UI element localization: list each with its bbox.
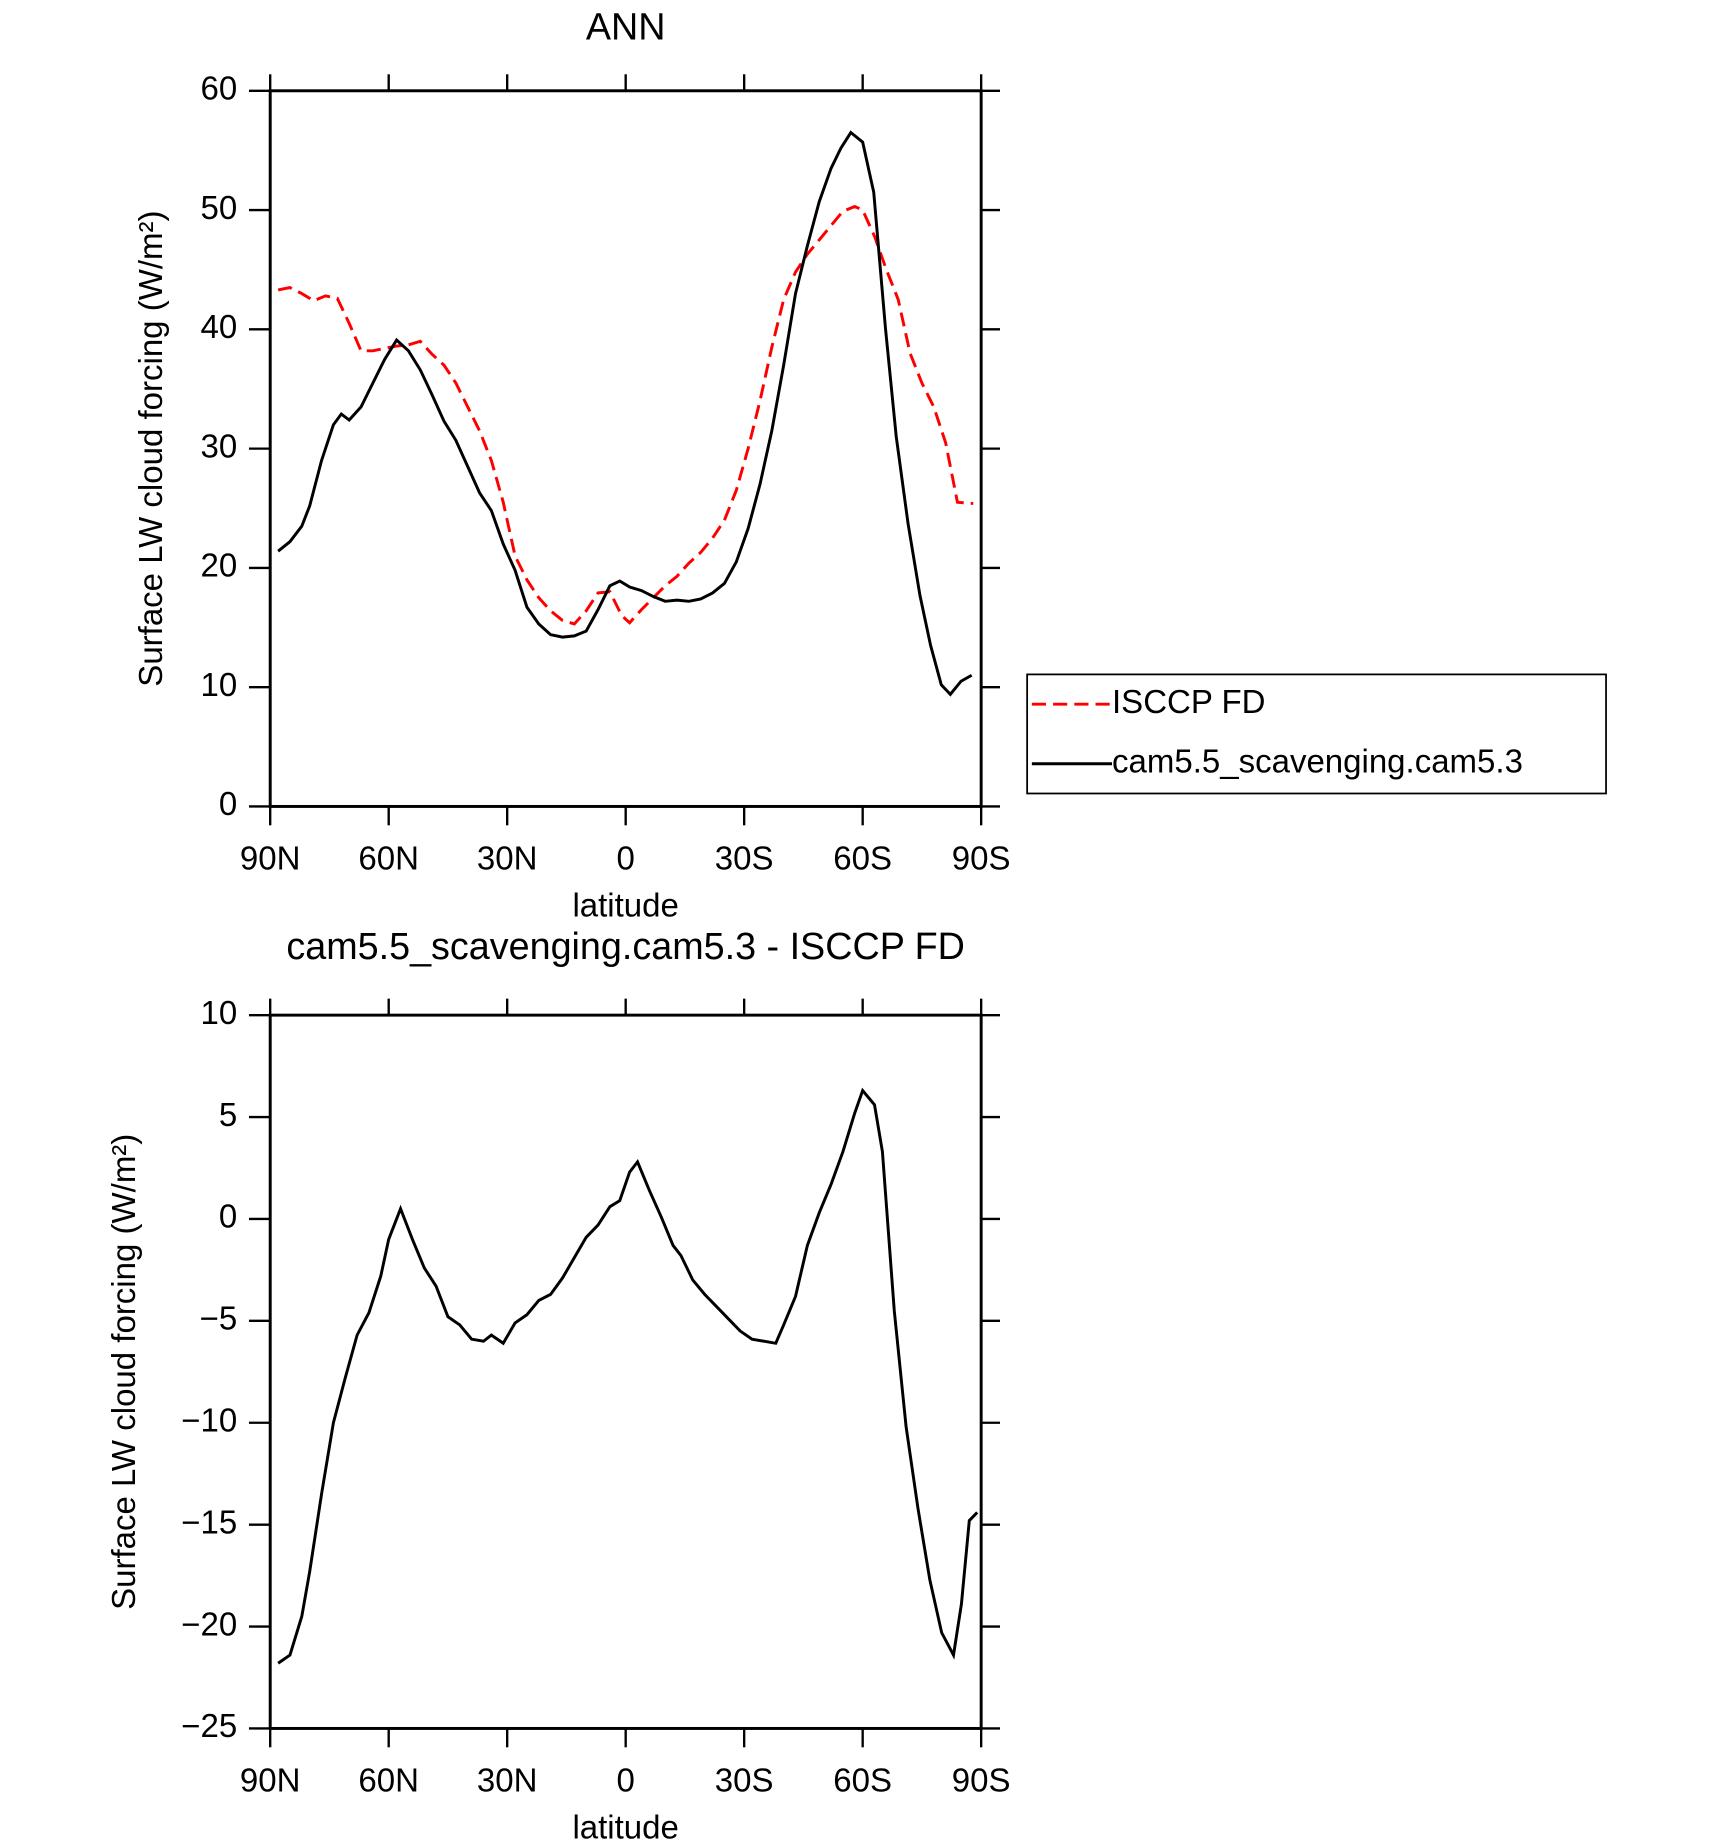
legend-box [1026,673,1607,795]
x-tick-label: 30N [477,839,538,876]
y-tick-label: −15 [181,1503,237,1540]
x-tick-label: 60N [358,1761,419,1798]
plot-frame [268,89,983,808]
x-tick-label: 60S [833,1761,892,1798]
y-tick-label: −10 [181,1401,237,1438]
y-tick-label: −20 [181,1605,237,1642]
chart-title: ANN [586,5,666,47]
data-line [277,130,973,697]
data-line [277,1087,979,1665]
y-tick-label: 0 [219,785,237,822]
x-tick-label: 0 [616,839,634,876]
x-tick-label: 90S [952,1761,1011,1798]
plot-frame [268,1013,983,1730]
x-tick-label: 90S [952,839,1011,876]
x-axis-label: latitude [572,887,678,924]
x-tick-label: 90N [240,1761,301,1798]
y-axis-label: Surface LW cloud forcing (W/m²) [105,1134,142,1610]
y-tick-label: 30 [200,427,237,464]
legend-label: cam5.5_scavenging.cam5.3 [1112,742,1523,779]
y-tick-label: 50 [200,189,237,226]
y-tick-label: 10 [200,994,237,1031]
y-axis-label: Surface LW cloud forcing (W/m²) [132,211,169,687]
x-tick-label: 0 [616,1761,634,1798]
data-line [277,204,974,626]
y-tick-label: 5 [219,1096,237,1133]
x-tick-label: 60N [358,839,419,876]
x-tick-label: 30S [715,839,774,876]
chart-title: cam5.5_scavenging.cam5.3 - ISCCP FD [286,925,965,967]
y-tick-label: 20 [200,547,237,584]
y-tick-label: 40 [200,308,237,345]
x-tick-label: 60S [833,839,892,876]
x-axis-label: latitude [572,1809,678,1844]
x-tick-label: 30N [477,1761,538,1798]
y-tick-label: −25 [181,1707,237,1744]
legend-label: ISCCP FD [1112,683,1265,720]
y-tick-label: 60 [200,70,237,107]
y-tick-label: −5 [200,1300,238,1337]
y-tick-label: 0 [219,1198,237,1235]
y-tick-label: 10 [200,666,237,703]
x-tick-label: 30S [715,1761,774,1798]
x-tick-label: 90N [240,839,301,876]
